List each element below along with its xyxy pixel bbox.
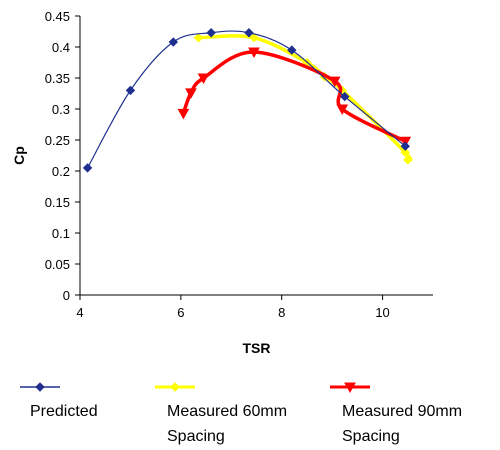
data-point (168, 37, 178, 47)
x-tick-label: 4 (76, 305, 83, 320)
data-point (400, 141, 410, 151)
data-point (125, 85, 136, 96)
legend-label-predicted: Predicted (30, 403, 98, 420)
legend-label-measured-60mm-line1: Measured 60mm (167, 403, 287, 420)
data-point (287, 45, 297, 55)
y-axis-title: Cp (11, 146, 27, 165)
data-point (193, 32, 204, 43)
data-point (197, 73, 210, 85)
data-point (400, 147, 410, 158)
y-tick-label: 0.35 (45, 71, 70, 86)
data-point (249, 32, 259, 43)
legend: Predicted Measured 60mm Spacing Measured… (20, 382, 462, 445)
x-axis-ticks: 4 6 8 10 (76, 295, 390, 320)
y-tick-label: 0.3 (52, 102, 70, 117)
legend-symbol-predicted (20, 382, 60, 392)
x-tick-label: 6 (177, 305, 184, 320)
y-tick-label: 0.2 (52, 164, 70, 179)
series-line (198, 34, 413, 162)
legend-item-measured-90mm: Measured 90mm Spacing (330, 382, 462, 445)
legend-marker (35, 382, 45, 392)
data-point (336, 104, 349, 116)
legend-item-measured-60mm: Measured 60mm Spacing (155, 382, 287, 445)
data-point (185, 88, 197, 99)
y-tick-label: 0.4 (52, 40, 70, 55)
legend-marker (170, 382, 180, 392)
y-tick-label: 0.15 (45, 195, 70, 210)
legend-symbol-measured-60mm (155, 382, 195, 392)
series-line (181, 50, 407, 143)
data-point (340, 91, 350, 102)
y-tick-label: 0.25 (45, 133, 70, 148)
legend-marker (344, 382, 356, 394)
legend-item-predicted: Predicted (20, 382, 98, 420)
legend-label-measured-90mm-line1: Measured 90mm (342, 403, 462, 420)
series-1 (193, 32, 413, 165)
series-2 (177, 47, 412, 148)
y-tick-label: 0 (63, 288, 70, 303)
data-point (328, 76, 341, 88)
data-point (206, 28, 216, 38)
x-tick-label: 10 (375, 305, 389, 320)
y-tick-label: 0.1 (52, 226, 70, 241)
data-point (177, 108, 190, 120)
y-tick-label: 0.05 (45, 257, 70, 272)
data-point (248, 47, 260, 58)
series-0 (82, 28, 410, 173)
legend-label-measured-90mm-line2: Spacing (342, 428, 400, 445)
legend-symbol-measured-90mm (330, 382, 370, 394)
data-point (82, 163, 93, 173)
x-axis-title: TSR (243, 340, 271, 356)
x-tick-label: 8 (278, 305, 285, 320)
plot-series (82, 28, 413, 173)
y-tick-label: 0.45 (45, 9, 70, 24)
y-axis-ticks: 0 0.05 0.1 0.15 0.2 0.25 0.3 0.35 0.4 0.45 (45, 9, 80, 303)
data-point (403, 155, 413, 165)
data-point (244, 28, 254, 38)
legend-label-measured-60mm-line2: Spacing (167, 428, 225, 445)
